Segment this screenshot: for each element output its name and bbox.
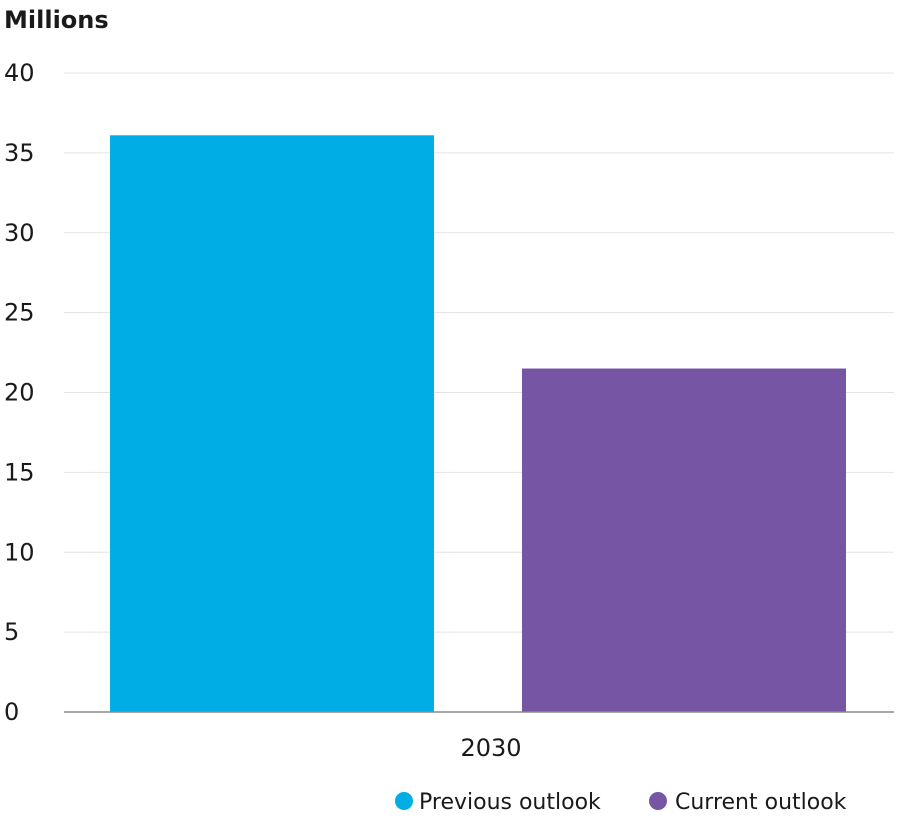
bar-previous-outlook [110, 135, 434, 713]
y-tick-label: 0 [4, 698, 19, 726]
y-axis-ticks: 0 5 10 15 20 25 30 35 40 [4, 59, 35, 726]
legend-label: Previous outlook [419, 790, 601, 815]
y-tick-label: 20 [4, 379, 35, 407]
y-tick-label: 35 [4, 139, 35, 167]
y-tick-label: 10 [4, 538, 35, 566]
y-tick-label: 40 [4, 59, 35, 87]
y-tick-label: 30 [4, 219, 35, 247]
y-tick-label: 15 [4, 458, 35, 486]
legend-label: Current outlook [675, 790, 847, 815]
legend-swatch [649, 792, 667, 810]
bars [110, 135, 846, 713]
y-axis-title: Millions [4, 6, 109, 34]
legend: Previous outlook Current outlook [395, 790, 847, 815]
x-axis-ticks: 2030 [460, 734, 521, 762]
y-tick-label: 25 [4, 299, 35, 327]
bar-current-outlook [522, 368, 846, 712]
legend-swatch [395, 792, 413, 810]
y-tick-label: 5 [4, 618, 19, 646]
x-tick-label: 2030 [460, 734, 521, 762]
